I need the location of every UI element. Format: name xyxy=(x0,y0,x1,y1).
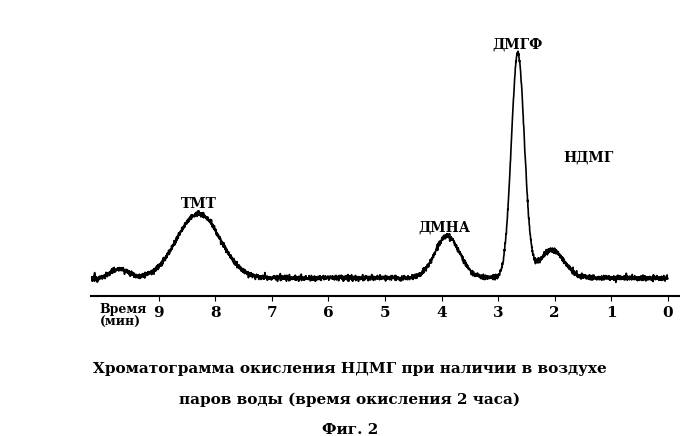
Text: ДМГФ: ДМГФ xyxy=(493,37,543,51)
Text: Время: Время xyxy=(99,303,147,317)
Text: ТМТ: ТМТ xyxy=(181,197,216,211)
Text: Фиг. 2: Фиг. 2 xyxy=(322,423,378,436)
Text: Хроматограмма окисления НДМГ при наличии в воздухе: Хроматограмма окисления НДМГ при наличии… xyxy=(93,362,607,376)
Text: (мин): (мин) xyxy=(99,316,141,329)
Text: паров воды (время окисления 2 часа): паров воды (время окисления 2 часа) xyxy=(179,392,521,407)
Text: ДМНА: ДМНА xyxy=(419,220,470,234)
Text: НДМГ: НДМГ xyxy=(563,151,613,165)
